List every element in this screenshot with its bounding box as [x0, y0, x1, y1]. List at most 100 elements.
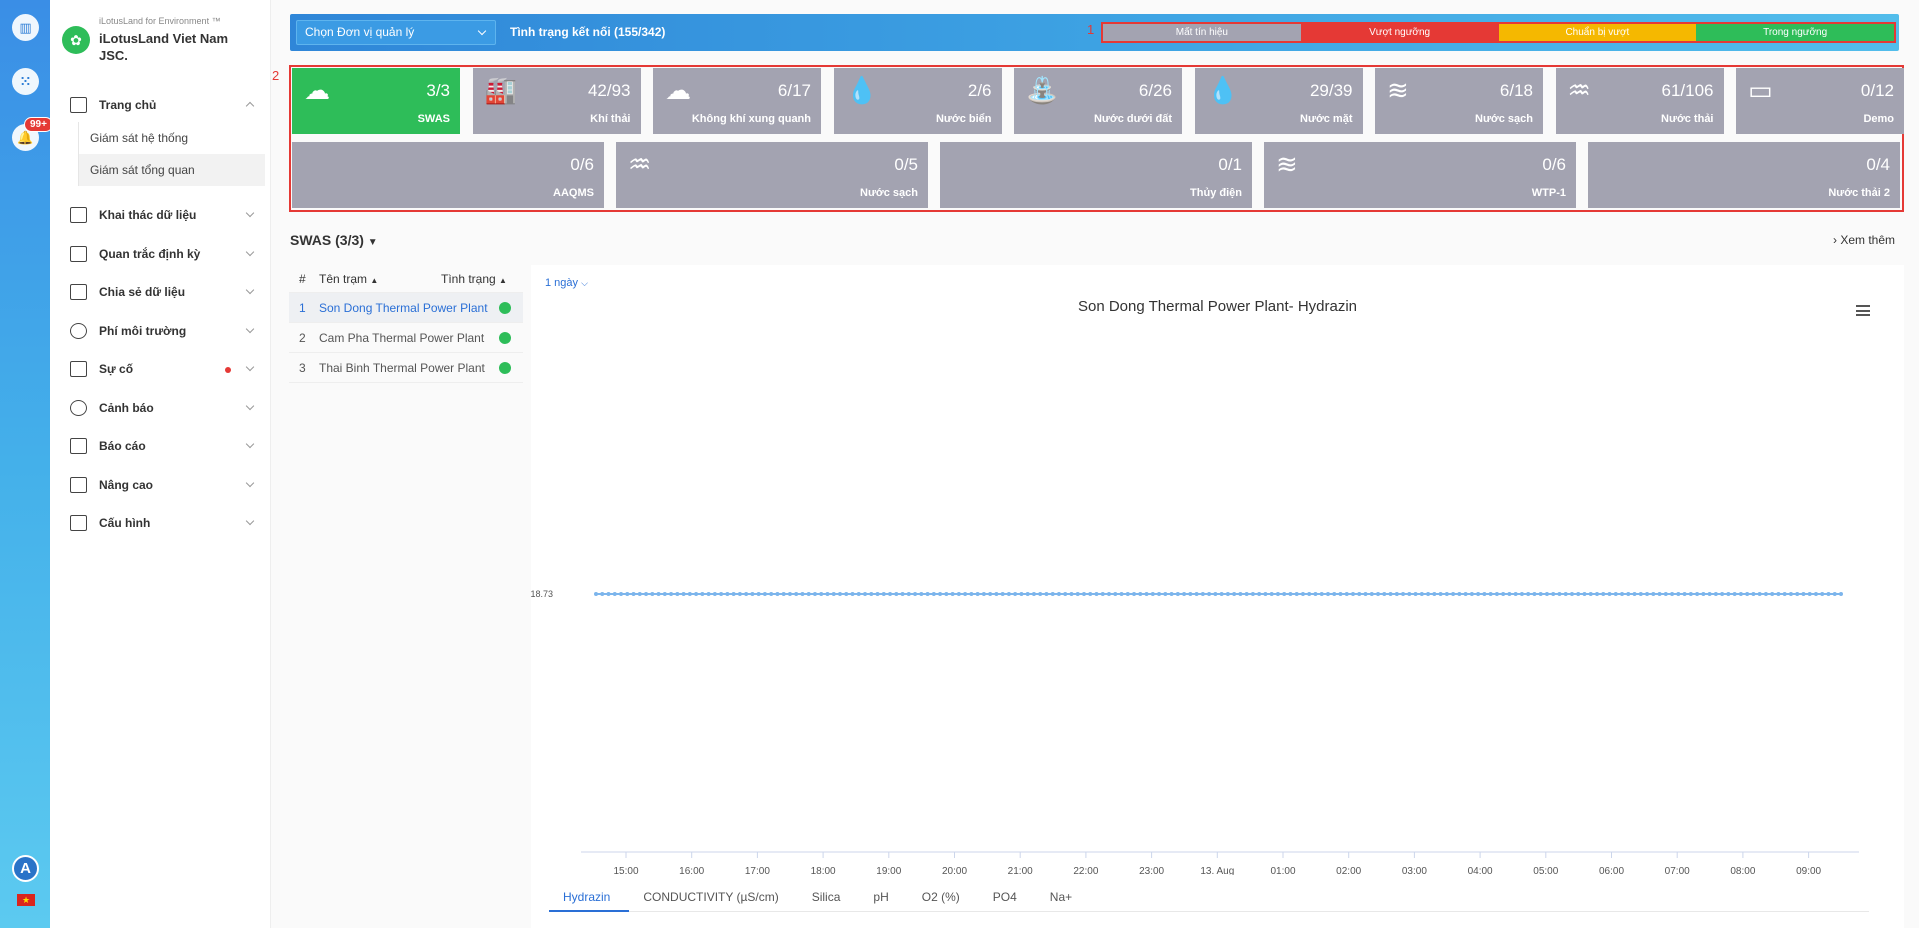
data-point[interactable] [1288, 592, 1293, 596]
data-point[interactable] [931, 592, 936, 596]
data-point[interactable] [881, 592, 886, 596]
data-point[interactable] [1601, 592, 1606, 596]
tab-parameter[interactable]: PO4 [992, 890, 1017, 904]
data-point[interactable] [731, 592, 736, 596]
data-point[interactable] [994, 592, 999, 596]
data-point[interactable] [1645, 592, 1650, 596]
sidebar-item-periodic[interactable]: Quan trắc định kỳ [50, 235, 271, 274]
data-point[interactable] [1025, 592, 1030, 596]
data-point[interactable] [1839, 592, 1843, 596]
data-point[interactable] [975, 592, 980, 596]
data-point[interactable] [1745, 592, 1750, 596]
data-point[interactable] [1319, 592, 1324, 596]
data-point[interactable] [1757, 592, 1762, 596]
data-point[interactable] [1576, 592, 1581, 596]
data-point[interactable] [1300, 592, 1305, 596]
data-point[interactable] [1663, 592, 1668, 596]
station-type-tile[interactable]: ♒ 0/5 Nước sạch [616, 142, 928, 208]
data-point[interactable] [656, 592, 661, 596]
data-point[interactable] [719, 592, 724, 596]
data-point[interactable] [1081, 592, 1086, 596]
data-point[interactable] [1763, 592, 1768, 596]
data-point[interactable] [775, 592, 780, 596]
tab-parameter[interactable]: CONDUCTIVITY (µS/cm) [643, 890, 779, 904]
data-point[interactable] [844, 592, 849, 596]
data-point[interactable] [1282, 592, 1287, 596]
data-point[interactable] [1294, 592, 1299, 596]
data-point[interactable] [1432, 592, 1437, 596]
sidebar-item-data-mining[interactable]: Khai thác dữ liệu [50, 196, 271, 235]
data-point[interactable] [1132, 592, 1137, 596]
data-point[interactable] [1494, 592, 1499, 596]
data-point[interactable] [963, 592, 968, 596]
data-point[interactable] [1388, 592, 1393, 596]
data-point[interactable] [1782, 592, 1787, 596]
data-point[interactable] [1338, 592, 1343, 596]
station-type-tile[interactable]: 0/1 Thủy điện [940, 142, 1252, 208]
data-point[interactable] [794, 592, 799, 596]
data-point[interactable] [1557, 592, 1562, 596]
data-point[interactable] [1031, 592, 1036, 596]
data-point[interactable] [675, 592, 680, 596]
data-point[interactable] [1013, 592, 1018, 596]
data-point[interactable] [606, 592, 611, 596]
data-point[interactable] [1038, 592, 1043, 596]
data-point[interactable] [1638, 592, 1643, 596]
data-point[interactable] [1194, 592, 1199, 596]
data-point[interactable] [1469, 592, 1474, 596]
data-point[interactable] [1200, 592, 1205, 596]
data-point[interactable] [1657, 592, 1662, 596]
data-point[interactable] [1707, 592, 1712, 596]
data-point[interactable] [1538, 592, 1543, 596]
data-point[interactable] [1050, 592, 1055, 596]
data-point[interactable] [1275, 592, 1280, 596]
data-point[interactable] [1369, 592, 1374, 596]
data-point[interactable] [1213, 592, 1218, 596]
station-type-tile[interactable]: 0/4 Nước thải 2 [1588, 142, 1900, 208]
data-point[interactable] [1232, 592, 1237, 596]
data-point[interactable] [687, 592, 692, 596]
data-point[interactable] [1113, 592, 1118, 596]
data-point[interactable] [1407, 592, 1412, 596]
data-point[interactable] [1363, 592, 1368, 596]
data-point[interactable] [1119, 592, 1124, 596]
data-point[interactable] [944, 592, 949, 596]
data-point[interactable] [700, 592, 705, 596]
data-point[interactable] [1544, 592, 1549, 596]
data-point[interactable] [769, 592, 774, 596]
data-point[interactable] [1482, 592, 1487, 596]
data-point[interactable] [1513, 592, 1518, 596]
data-point[interactable] [637, 592, 642, 596]
station-type-tile[interactable]: 🏭 42/93 Khí thải [472, 68, 641, 134]
tab-parameter[interactable]: Na+ [1049, 890, 1073, 904]
data-point[interactable] [662, 592, 667, 596]
data-point[interactable] [1169, 592, 1174, 596]
data-point[interactable] [1175, 592, 1180, 596]
data-point[interactable] [863, 592, 868, 596]
data-point[interactable] [1075, 592, 1080, 596]
see-more-link[interactable]: › Xem thêm [1833, 233, 1895, 247]
data-point[interactable] [619, 592, 624, 596]
data-point[interactable] [956, 592, 961, 596]
data-point[interactable] [1813, 592, 1818, 596]
data-point[interactable] [1563, 592, 1568, 596]
station-type-tile[interactable]: ⛲ 6/26 Nước dưới đất [1014, 68, 1182, 134]
data-point[interactable] [781, 592, 786, 596]
data-point[interactable] [1807, 592, 1812, 596]
data-point[interactable] [1138, 592, 1143, 596]
data-point[interactable] [981, 592, 986, 596]
sidebar-item-fee[interactable]: Phí môi trường [50, 312, 271, 351]
data-point[interactable] [1413, 592, 1418, 596]
tab-parameter[interactable]: pH [873, 890, 889, 904]
data-point[interactable] [1094, 592, 1099, 596]
data-point[interactable] [1307, 592, 1312, 596]
station-type-tile[interactable]: ▭ 0/12 Demo [1736, 68, 1904, 134]
data-point[interactable] [1451, 592, 1456, 596]
data-point[interactable] [644, 592, 649, 596]
caret-down-icon[interactable]: ▼ [367, 237, 378, 248]
data-point[interactable] [1720, 592, 1725, 596]
data-point[interactable] [1069, 592, 1074, 596]
data-point[interactable] [1551, 592, 1556, 596]
apps-grid-icon[interactable]: ⁙ [12, 68, 39, 95]
data-point[interactable] [1695, 592, 1700, 596]
